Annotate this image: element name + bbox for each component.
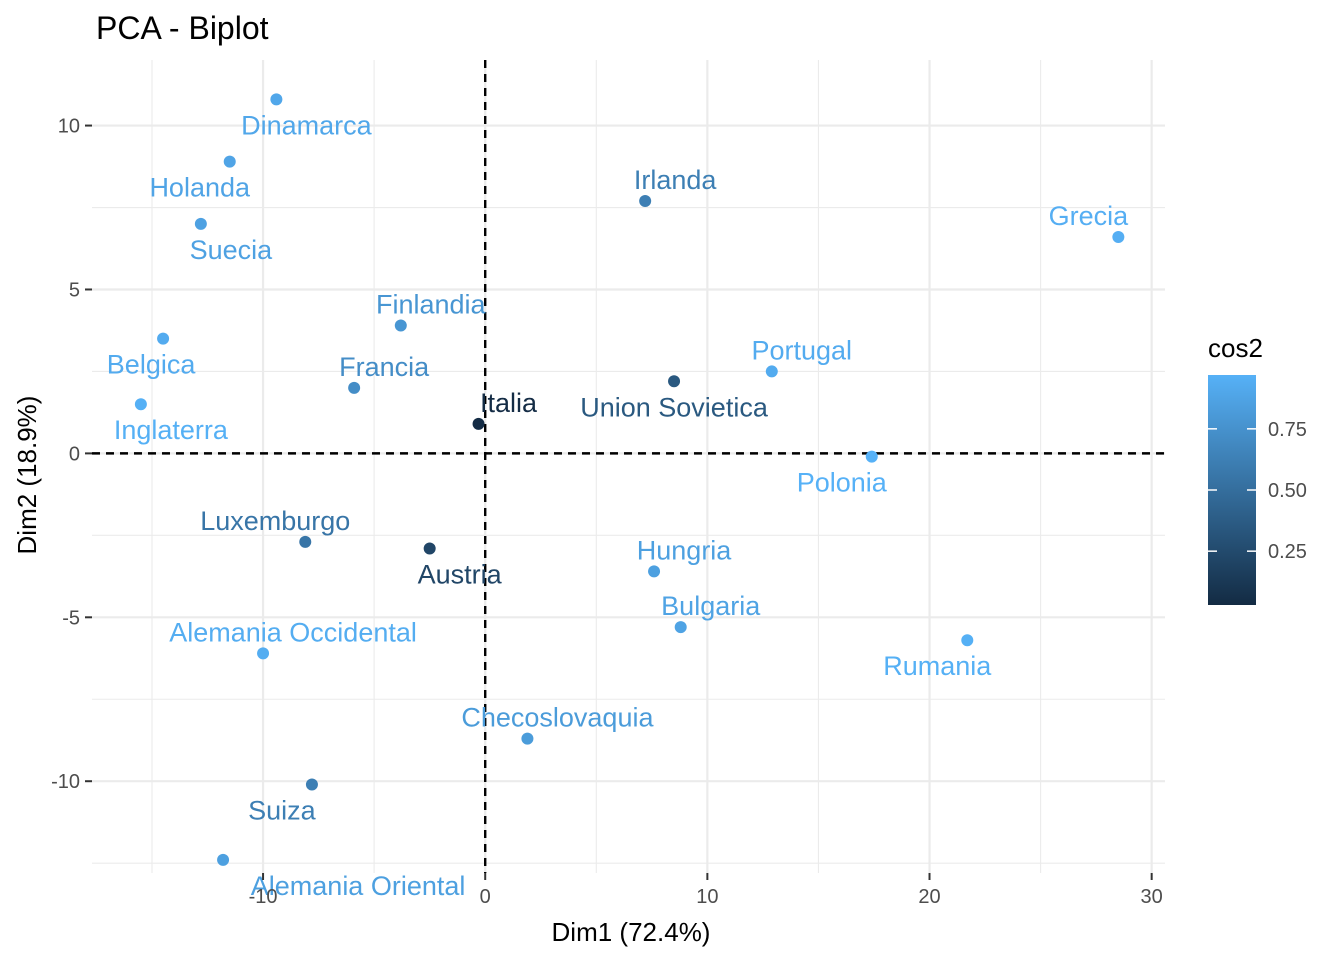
data-point bbox=[423, 542, 436, 555]
legend: cos2 0.25 0.50 0.75 bbox=[1208, 333, 1307, 605]
x-tick-label: 10 bbox=[696, 886, 718, 908]
point-label: Holanda bbox=[149, 173, 251, 203]
data-point bbox=[674, 621, 687, 634]
y-axis: -10 -5 0 5 10 bbox=[51, 116, 92, 793]
point-label: Alemania Oriental bbox=[251, 871, 466, 901]
data-point bbox=[348, 381, 361, 394]
data-point bbox=[394, 319, 407, 332]
data-point bbox=[134, 398, 147, 411]
data-point bbox=[639, 194, 652, 207]
legend-tick-label: 0.50 bbox=[1268, 480, 1307, 502]
y-axis-title: Dim2 (18.9%) bbox=[12, 396, 42, 555]
data-point bbox=[648, 565, 661, 578]
data-point bbox=[865, 450, 878, 463]
data-point bbox=[521, 732, 534, 745]
y-tick-label: 0 bbox=[69, 443, 80, 465]
x-axis-title: Dim1 (72.4%) bbox=[552, 917, 711, 947]
point-label: Austria bbox=[418, 559, 503, 589]
data-point bbox=[194, 217, 207, 230]
y-tick-label: 10 bbox=[58, 116, 80, 138]
point-label: Italia bbox=[480, 388, 538, 418]
data-point bbox=[472, 417, 485, 430]
x-tick-label: -10 bbox=[249, 886, 278, 908]
point-label: Portugal bbox=[751, 335, 852, 365]
point-label: Suiza bbox=[248, 795, 317, 825]
legend-tick-label: 0.75 bbox=[1268, 419, 1307, 441]
y-tick-label: -5 bbox=[62, 607, 80, 629]
data-point bbox=[223, 155, 236, 168]
data-point bbox=[765, 365, 778, 378]
data-point bbox=[668, 375, 681, 388]
x-tick-label: 20 bbox=[918, 886, 940, 908]
point-label: Irlanda bbox=[634, 165, 718, 195]
legend-title: cos2 bbox=[1208, 333, 1263, 363]
point-label: Luxemburgo bbox=[200, 506, 350, 536]
x-tick-label: 0 bbox=[480, 886, 491, 908]
point-label: Suecia bbox=[190, 235, 274, 265]
data-point bbox=[961, 634, 974, 647]
point-label: Checoslovaquia bbox=[461, 703, 654, 733]
point-label: Belgica bbox=[107, 350, 197, 380]
point-label: Bulgaria bbox=[661, 591, 761, 621]
point-label: Alemania Occidental bbox=[169, 617, 417, 647]
point-label: Francia bbox=[339, 352, 430, 382]
y-tick-label: 5 bbox=[69, 279, 80, 301]
data-point bbox=[217, 853, 230, 866]
data-point bbox=[257, 647, 270, 660]
point-labels: Dinamarca Holanda Suecia Belgica Inglaterra F… bbox=[107, 110, 1129, 901]
point-label: Grecia bbox=[1049, 201, 1130, 231]
legend-tick-label: 0.25 bbox=[1268, 541, 1307, 563]
grid bbox=[92, 60, 1165, 873]
data-point bbox=[157, 332, 170, 345]
data-point bbox=[270, 93, 283, 106]
point-label: Union Sovietica bbox=[580, 392, 769, 422]
data-points bbox=[134, 93, 1125, 866]
data-point bbox=[299, 535, 312, 548]
data-point bbox=[1112, 231, 1125, 244]
point-label: Hungria bbox=[637, 535, 733, 565]
point-label: Rumania bbox=[883, 651, 992, 681]
y-tick-label: -10 bbox=[51, 771, 80, 793]
reference-lines bbox=[92, 60, 1165, 873]
x-axis: -10 0 10 20 30 bbox=[249, 873, 1163, 908]
point-label: Polonia bbox=[797, 468, 888, 498]
point-label: Dinamarca bbox=[241, 110, 373, 140]
point-label: Finlandia bbox=[376, 290, 487, 320]
x-tick-label: 30 bbox=[1141, 886, 1163, 908]
point-label: Inglaterra bbox=[114, 415, 229, 445]
data-point bbox=[305, 778, 318, 791]
chart-title: PCA - Biplot bbox=[96, 10, 269, 46]
